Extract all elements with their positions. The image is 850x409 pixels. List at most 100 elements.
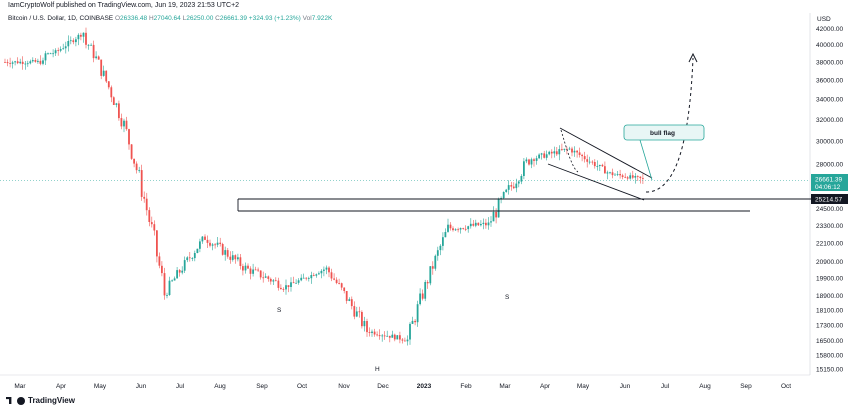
candle-body <box>34 60 37 62</box>
candle-body <box>548 151 551 155</box>
pattern-label-head: H <box>375 366 380 373</box>
candle-body <box>19 61 22 64</box>
candle-body <box>424 282 427 299</box>
x-tick-label: Aug <box>699 383 711 390</box>
candle-body <box>57 50 60 51</box>
candle-body <box>163 273 166 296</box>
candle-body <box>328 267 330 273</box>
candle-body <box>323 269 325 271</box>
candle-body <box>77 34 80 40</box>
candle-body <box>350 299 353 307</box>
candle-body <box>49 53 52 55</box>
callout-pointer <box>639 139 653 181</box>
candle-body <box>571 148 573 153</box>
candle-body <box>355 311 358 317</box>
candle-body <box>502 192 505 199</box>
candle-body <box>477 222 480 226</box>
symbol-ohlc-line: Bitcoin / U.S. Dollar, 1D, COINBASE O263… <box>8 15 332 22</box>
candle-body <box>399 335 401 340</box>
candle-body <box>409 323 411 340</box>
flag-pole-projection <box>560 129 579 173</box>
axis-ticks: Mar Apr May Jun Jul Aug Sep Oct Nov Dec 2023 Feb Mar… <box>14 26 843 390</box>
candle-body <box>310 275 313 279</box>
candle-body <box>9 63 11 64</box>
tradingview-brand[interactable]: TradingView <box>6 396 75 405</box>
candle-body <box>598 164 601 166</box>
candle-body <box>561 149 563 150</box>
y-tick-label: 18900.00 <box>816 293 843 300</box>
projection-arrow-icon <box>688 52 698 63</box>
candle-body <box>295 282 297 284</box>
candle-body <box>566 148 568 150</box>
candle-body <box>563 148 566 150</box>
candle-body <box>452 228 454 231</box>
low-value: 26250.00 <box>186 15 214 22</box>
y-tick-label: 15800.00 <box>816 353 843 360</box>
candle-body <box>325 267 328 270</box>
candle-body <box>439 245 442 251</box>
candle-body <box>171 280 173 282</box>
x-tick-label: Sep <box>256 383 268 390</box>
candle-body <box>442 237 444 246</box>
candle-body <box>538 154 540 159</box>
candle-body <box>588 161 591 163</box>
candle-body <box>229 256 232 260</box>
candle-body <box>393 334 396 340</box>
candle-body <box>406 339 409 342</box>
currency-label: USD <box>817 16 831 23</box>
candle-body <box>353 306 356 317</box>
candle-body <box>178 270 181 273</box>
candle-body <box>186 257 189 261</box>
close-label: C <box>215 15 220 22</box>
candle-body <box>533 159 535 161</box>
candle-body <box>219 242 222 244</box>
candle-body <box>343 287 346 291</box>
x-tick-label: Dec <box>377 383 389 390</box>
candle-body <box>492 212 495 222</box>
candle-body <box>414 320 416 323</box>
candle-body <box>92 44 95 59</box>
candle-body <box>396 335 399 340</box>
bull-flag-callout[interactable] <box>623 124 705 141</box>
candle-body <box>216 242 219 245</box>
candle-body <box>257 269 259 271</box>
candle-body <box>416 304 419 323</box>
candle-body <box>619 174 621 176</box>
candle-body <box>262 277 265 279</box>
x-tick-label: Apr <box>56 383 67 390</box>
candle-body <box>47 53 49 55</box>
candle-body <box>21 61 24 64</box>
y-tick-label: 24500.00 <box>816 206 843 213</box>
candle-body <box>24 63 27 65</box>
candle-body <box>419 293 421 305</box>
candle-body <box>264 276 267 278</box>
candle-body <box>221 244 224 255</box>
candle-body <box>42 60 44 64</box>
candle-body <box>426 282 429 284</box>
candle-body <box>601 164 604 167</box>
candle-body <box>642 178 644 179</box>
candle-body <box>82 32 85 37</box>
candle-body <box>254 269 257 271</box>
y-tick-label: 22100.00 <box>816 241 843 248</box>
candle-body <box>292 282 295 284</box>
symbol-name[interactable]: Bitcoin / U.S. Dollar, 1D, COINBASE <box>8 15 114 22</box>
low-label: L <box>182 15 187 22</box>
candle-body <box>234 255 237 260</box>
candle-body <box>411 320 414 324</box>
candle-body <box>480 224 482 226</box>
candle-body <box>115 103 118 105</box>
y-tick-label: 23300.00 <box>816 223 843 230</box>
candle-body <box>133 158 135 164</box>
candle-body <box>568 148 571 150</box>
candle-body <box>110 87 113 98</box>
plot-area[interactable] <box>0 13 810 375</box>
candle-body <box>75 39 77 43</box>
candle-body <box>515 183 518 189</box>
y-tick-label: 18100.00 <box>816 307 843 314</box>
candle-body <box>383 335 386 337</box>
candle-body <box>277 280 280 288</box>
tradingview-logo-dot-icon <box>17 396 25 405</box>
candle-body <box>239 257 242 266</box>
